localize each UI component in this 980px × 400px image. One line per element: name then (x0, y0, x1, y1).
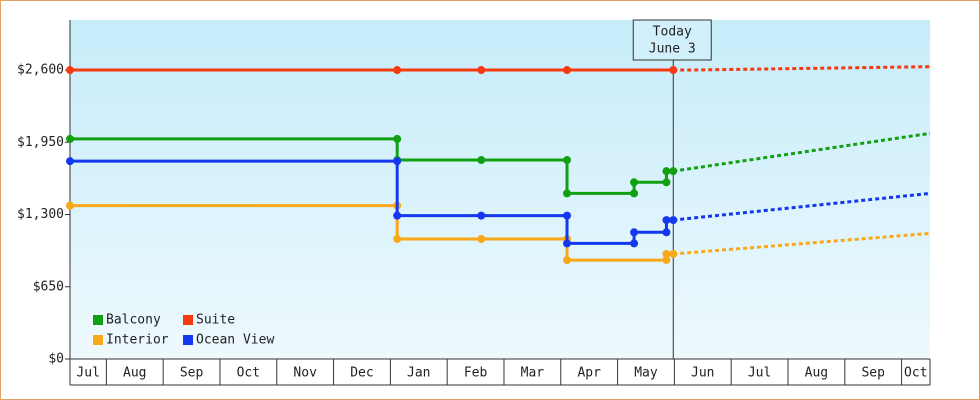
x-tick-label: Sep (180, 366, 204, 381)
x-tick-label: Jul (748, 366, 771, 381)
legend-swatch (93, 315, 103, 325)
point (393, 66, 402, 75)
x-tick-label: Nov (293, 366, 317, 381)
x-tick-label: Aug (805, 366, 828, 381)
point (477, 234, 486, 243)
point (66, 134, 74, 143)
point (66, 66, 74, 75)
point (662, 256, 671, 265)
forecast-line (673, 231, 931, 256)
plot-area (70, 20, 930, 359)
legend-swatch (93, 335, 103, 345)
point (393, 211, 402, 220)
point (477, 211, 486, 220)
today-box (632, 19, 712, 61)
point (563, 156, 572, 165)
today-label: Today (653, 25, 692, 40)
forecast-line (673, 131, 931, 173)
point (669, 167, 678, 176)
point (669, 216, 678, 225)
today-label: June 3 (649, 42, 696, 57)
x-tick-label: May (634, 366, 658, 381)
y-tick-label: $2,600 (17, 63, 64, 78)
y-tick-label: $0 (48, 352, 64, 367)
legend-label: Suite (196, 313, 235, 328)
point (669, 66, 678, 75)
x-tick-label: Jan (407, 366, 430, 381)
point (662, 228, 671, 237)
point (630, 228, 639, 237)
point (662, 178, 671, 187)
point (630, 178, 639, 187)
point (393, 134, 402, 143)
point (66, 157, 74, 166)
x-tick-label: Aug (123, 366, 146, 381)
point (477, 156, 486, 165)
forecast-line (673, 191, 931, 222)
point (662, 216, 671, 225)
x-tick-label: Jun (691, 366, 714, 381)
point (563, 66, 572, 75)
point (477, 66, 486, 75)
y-tick-label: $650 (33, 279, 64, 294)
point (66, 201, 74, 210)
x-tick-label: Mar (521, 366, 545, 381)
x-tick-label: Oct (237, 366, 260, 381)
y-tick-label: $1,300 (17, 207, 64, 222)
point (563, 211, 572, 220)
point (563, 256, 572, 265)
x-tick-label: Oct (904, 366, 927, 381)
point (393, 157, 402, 166)
point (662, 167, 671, 176)
legend-label: Ocean View (196, 333, 274, 348)
x-tick-label: Apr (577, 366, 601, 381)
legend-swatch (183, 335, 193, 345)
point (393, 234, 402, 243)
legend-swatch (183, 315, 193, 325)
point (563, 239, 572, 248)
point (563, 189, 572, 198)
x-tick-label: Sep (861, 366, 885, 381)
y-tick-label: $1,950 (17, 135, 64, 150)
point (662, 249, 671, 258)
x-tick-label: Jul (76, 366, 99, 381)
legend-label: Interior (106, 333, 169, 348)
point (630, 239, 639, 248)
legend-label: Balcony (106, 313, 161, 328)
point (669, 249, 678, 258)
forecast-line (673, 65, 931, 72)
x-tick-label: Dec (350, 366, 373, 381)
point (630, 189, 639, 198)
x-tick-label: Feb (464, 366, 488, 381)
